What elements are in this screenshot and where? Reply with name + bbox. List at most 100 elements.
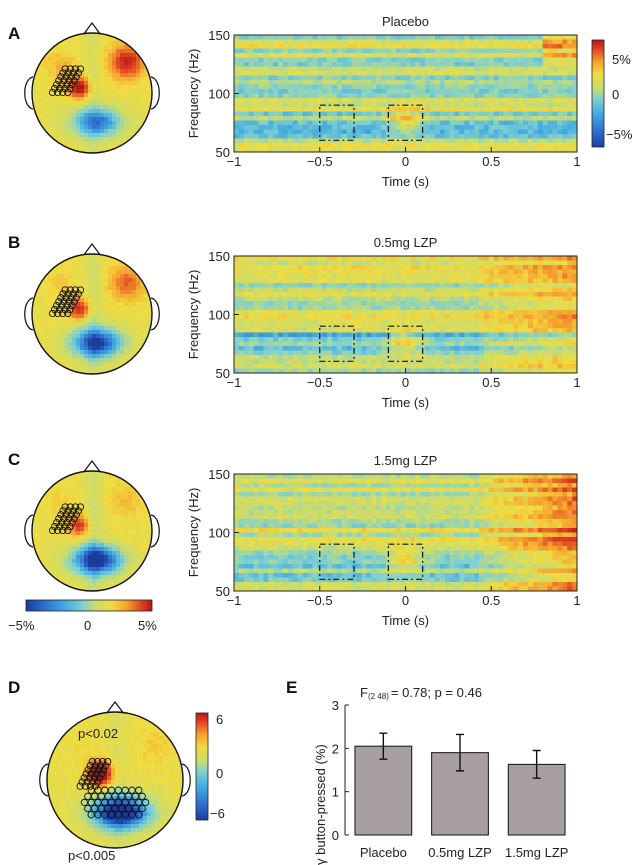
spectrogram-cell (307, 120, 313, 126)
spectrogram-cell (415, 350, 421, 356)
spectrogram-cell (336, 528, 343, 533)
spectrogram-cell (547, 505, 553, 511)
spectrogram-cell (248, 80, 254, 85)
spectrogram-cell (356, 305, 362, 311)
spectrogram-cell (381, 296, 387, 302)
spectrogram-cell (562, 355, 568, 360)
spectrogram-cell (263, 143, 269, 148)
spectrogram-cell (297, 319, 303, 324)
spectrogram-cell (552, 57, 558, 63)
spectrogram-cell (366, 514, 372, 520)
spectrogram-cell (552, 143, 558, 148)
spectrogram-cell (415, 125, 421, 130)
spectrogram-cell (449, 532, 455, 538)
spectrogram-cell (248, 532, 254, 538)
spectrogram-cell (518, 107, 524, 112)
spectrogram-cell (425, 355, 431, 360)
spectrogram-cell (376, 368, 382, 374)
spectrogram-cell (234, 537, 240, 542)
spectrogram-cell (518, 474, 524, 479)
spectrogram-cell (400, 505, 406, 511)
spectrogram-cell (405, 292, 411, 297)
spectrogram-cell (234, 75, 240, 81)
spectrogram-cell (341, 278, 348, 284)
spectrogram-cell (312, 265, 318, 270)
spectrogram-cell (493, 75, 499, 81)
spectrogram-cell (488, 102, 495, 108)
spectrogram-cell (263, 350, 269, 356)
spectrogram-cell (572, 474, 578, 479)
spectrogram-cell (283, 492, 289, 497)
spectrogram-cell (474, 287, 480, 293)
spectrogram-cell (351, 314, 357, 320)
spectrogram-cell (268, 39, 274, 45)
spectrogram-cell (371, 364, 377, 369)
spectrogram-cell (474, 514, 480, 520)
spectrogram-cell (488, 505, 495, 511)
spectrogram-cell (444, 528, 450, 533)
spectrogram-cell (562, 305, 568, 311)
spectrogram-cell (464, 71, 470, 76)
spectrogram-cell (287, 319, 294, 324)
spectrogram-cell (474, 328, 480, 333)
spectrogram-cell (552, 337, 558, 342)
spectrogram-cell (483, 523, 490, 529)
spectrogram-cell (518, 310, 524, 315)
spectrogram-cell (234, 364, 240, 369)
spectrogram-cell (508, 474, 514, 479)
spectrogram-cell (395, 283, 401, 288)
spectrogram-cell (532, 93, 539, 99)
spectrogram-cell (552, 519, 558, 524)
spectrogram-cell (243, 310, 250, 315)
spectrogram-cell (405, 483, 411, 488)
spectrogram-cell (562, 80, 568, 85)
spectrogram-cell (444, 296, 450, 302)
spectrogram-cell (493, 541, 499, 547)
spectrogram-cell (234, 66, 240, 72)
spectrogram-cell (542, 89, 548, 94)
spectrogram-cell (508, 292, 514, 297)
spectrogram-cell (498, 138, 504, 144)
spectrogram-cell (366, 265, 372, 270)
spectrogram-cell (361, 364, 367, 369)
spectrogram-cell (238, 35, 245, 40)
spectrogram-cell (268, 314, 274, 320)
spectrogram-cell (483, 323, 490, 329)
spectrogram-cell (243, 260, 250, 266)
spectrogram-cell (238, 541, 245, 547)
spectrogram-cell (572, 265, 578, 270)
spectrogram-cell (410, 120, 416, 126)
spectrogram-cell (287, 505, 294, 511)
spectrogram-cell (253, 287, 259, 293)
spectrogram-cell (537, 487, 544, 493)
spectrogram-cell (376, 256, 382, 261)
spectrogram-cell (420, 505, 426, 511)
spectrogram-cell (518, 274, 524, 279)
spectrogram-cell (537, 301, 544, 306)
spectrogram-cell (351, 93, 357, 99)
spectrogram-cell (312, 80, 318, 85)
spectrogram-cell (469, 107, 475, 112)
spectrogram-cell (234, 528, 240, 533)
spectrogram-cell (513, 269, 519, 275)
spectrogram-cell (562, 111, 568, 117)
spectrogram-cell (297, 71, 303, 76)
spectrogram-cell (283, 332, 289, 338)
spectrogram-cell (503, 528, 509, 533)
spectrogram-cell (361, 368, 367, 374)
spectrogram-cell (366, 474, 372, 479)
spectrogram-cell (454, 71, 460, 76)
spectrogram-cell (444, 519, 450, 524)
spectrogram-cell (439, 98, 446, 103)
spectrogram-cell (552, 84, 558, 90)
spectrogram-cell (410, 129, 416, 135)
spectrogram-cell (459, 62, 465, 67)
spectrogram-cell (263, 44, 269, 49)
spectrogram-cell (243, 120, 250, 126)
spectrogram-cell (332, 368, 338, 374)
spectrogram-cell (528, 116, 534, 121)
spectrogram-cell (518, 492, 524, 497)
spectrogram-cell (371, 66, 377, 72)
spectrogram-cell (503, 292, 509, 297)
spectrogram-cell (430, 532, 436, 538)
